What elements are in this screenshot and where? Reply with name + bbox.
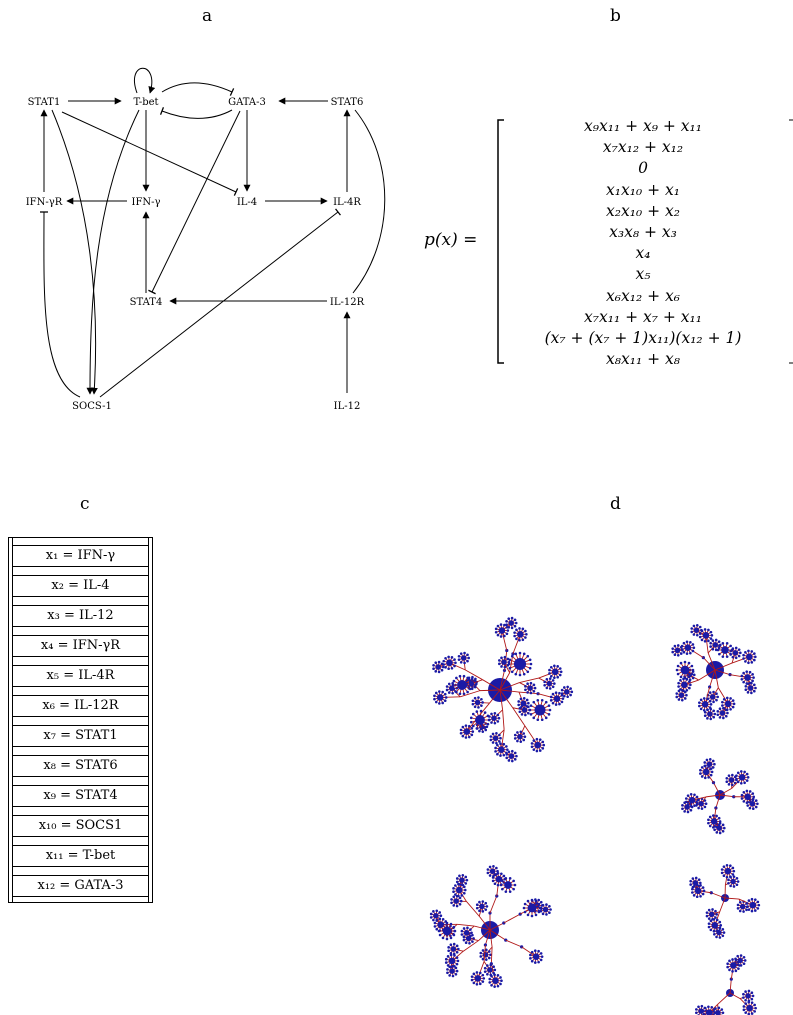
node-socs1: SOCS-1 [72,401,112,412]
node-stat4: STAT4 [130,297,163,308]
polynomial-entry: x₇x₁₂ + x₁₂ [602,138,684,157]
polynomial-entry: x₃x₈ + x₃ [609,223,677,242]
panel-label-d: d [610,494,621,514]
node-stat6: STAT6 [331,97,364,108]
table-row: x₃ = IL-12 [8,600,153,630]
table-row: x₈ = STAT6 [8,750,153,780]
table-row: x₄ = IFN-γR [8,630,153,660]
node-tbet: T-bet [133,97,158,108]
node-il12: IL-12 [334,401,361,412]
variable-definition: x₁₂ = GATA-3 [13,875,148,897]
panel-label-b: b [610,6,621,26]
variable-table: x₁ = IFN-γ x₂ = IL-4 x₃ = IL-12 x₄ = IFN-γR… [8,537,153,903]
variable-definition: x₆ = IL-12R [13,695,148,717]
variable-definition: x₁₀ = SOCS1 [13,815,148,837]
polynomial-entry: x₇x₁₁ + x₇ + x₁₁ [584,307,702,326]
variable-definition: x₉ = STAT4 [13,785,148,807]
node-il4: IL-4 [237,197,257,208]
polynomial-entry: x₁x₁₀ + x₁ [606,180,680,199]
polynomial-entry: x₆x₁₂ + x₆ [606,286,680,305]
polynomial-entry: x₈x₁₁ + x₈ [606,350,680,369]
table-row: x₁₁ = T-bet [8,840,153,870]
table-row: x₁ = IFN-γ [8,540,153,570]
polynomial-entry: x₄ [635,244,651,263]
variable-definition: x₃ = IL-12 [13,605,148,627]
variable-definition: x₈ = STAT6 [13,755,148,777]
table-row: x₂ = IL-4 [8,570,153,600]
polynomial-entry: x₉x₁₁ + x₉ + x₁₁ [584,117,702,135]
node-il12r: IL-12R [330,297,365,308]
node-stat1: STAT1 [28,97,61,108]
node-il4r: IL-4R [333,197,361,208]
table-row: x₆ = IL-12R [8,690,153,720]
panel-label-a: a [202,6,213,26]
polynomial-entries: x₉x₁₁ + x₉ + x₁₁ x₇x₁₂ + x₁₂ 0 x₁x₁₀ + x₁ x₂… [513,116,773,370]
table-row: x₅ = IL-4R [8,660,153,690]
variable-definition: x₅ = IL-4R [13,665,148,687]
state-space-graphs [429,616,761,1015]
polynomial-entry: 0 [638,159,648,178]
table-row: x₇ = STAT1 [8,720,153,750]
table-row: x₉ = STAT4 [8,780,153,810]
regulatory-network-diagram: STAT1 T-bet GATA-3 STAT6 IFN-γR IFN-γ IL… [26,67,386,412]
variable-definition: x₂ = IL-4 [13,575,148,597]
variable-definition: x₁₁ = T-bet [13,845,148,867]
table-row: x₁₂ = GATA-3 [8,870,153,900]
polynomial-lhs: p(x) = [424,230,478,250]
polynomial-system: p(x) = x₉x₁₁ + x₉ + x₁₁ x₇x₁₂ + x₁₂ 0 x₁x₁₀… [418,110,793,370]
variable-definition: x₄ = IFN-γR [13,635,148,657]
variable-definition: x₇ = STAT1 [13,725,148,747]
polynomial-entry: x₂x₁₀ + x₂ [606,201,680,220]
polynomial-entry: x₅ [635,265,651,284]
bracket-lines [497,119,793,364]
node-ifngr: IFN-γR [26,197,63,208]
table-frame [8,537,153,903]
table-row: x₁₀ = SOCS1 [8,810,153,840]
variable-definition: x₁ = IFN-γ [13,545,148,567]
node-ifng: IFN-γ [132,197,161,208]
panel-label-c: c [80,494,90,514]
polynomial-entry: (x₇ + (x₇ + 1)x₁₁)(x₁₂ + 1) [544,329,742,348]
node-gata3: GATA-3 [228,97,266,108]
